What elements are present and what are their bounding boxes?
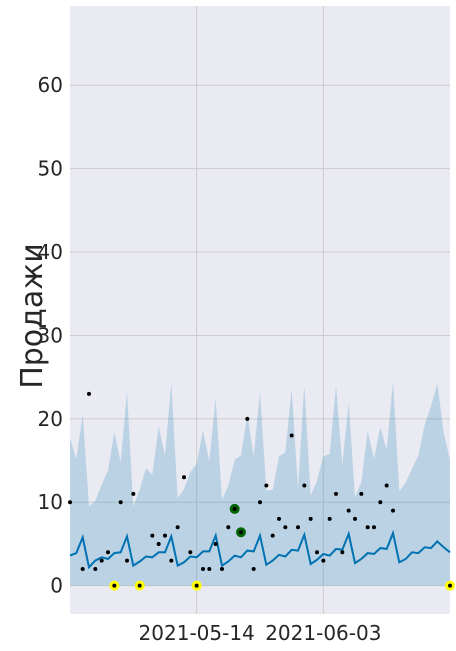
x-tick-label: 2021-06-03 [265,621,381,645]
observed-point [239,530,243,535]
observed-point [372,525,376,530]
y-tick-label: 0 [50,574,63,598]
observed-point [188,550,193,555]
observed-point [163,533,167,538]
observed-point [112,583,117,588]
observed-point [201,566,205,571]
observed-point [93,566,98,571]
observed-point [283,525,288,530]
observed-point [359,491,364,496]
observed-point [289,433,294,438]
observed-point [302,483,307,488]
observed-point [131,491,136,496]
y-tick-label: 50 [38,157,63,181]
observed-point [264,483,269,488]
observed-point [169,558,174,563]
observed-point [448,583,452,588]
forecast-line-path [69,529,451,570]
observed-point [220,566,224,571]
observed-point [207,566,212,571]
observed-point [80,566,85,571]
y-tick-label: 40 [38,240,63,264]
observed-point [232,506,237,511]
observed-point [137,583,142,588]
uncertainty-band-area [70,381,450,586]
observed-point [391,508,395,513]
observed-point [334,491,338,496]
observed-point [213,541,218,546]
observed-point [194,583,199,588]
observed-point [118,500,123,505]
observed-point [156,541,161,546]
forecast-line [69,529,451,570]
observed-point [327,516,332,521]
x-tick-label: 2021-05-14 [139,621,255,645]
observed-point [87,391,91,396]
plot-background [70,6,450,614]
observed-point [353,516,357,521]
observed-point [258,500,262,505]
observed-point [308,516,313,521]
observed-point [226,525,231,530]
observed-point [321,558,326,563]
observed-point [365,525,370,530]
observed-point [150,533,155,538]
x-tick-labels: 2021-05-14 2021-06-03 [139,621,382,645]
observed-point [99,558,104,563]
y-tick-label: 60 [38,73,63,97]
observed-points [68,391,455,591]
observed-point [346,508,351,513]
observed-point [251,566,256,571]
observed-point [315,550,319,555]
observed-point [378,500,383,505]
observed-point [277,516,281,521]
y-tick-label: 30 [38,323,63,347]
y-tick-labels: 0 10 20 30 40 50 60 [38,73,63,597]
observed-point [182,475,186,480]
observed-point [106,550,110,555]
observed-point [340,550,345,555]
y-tick-label: 20 [38,407,63,431]
observed-point [384,483,389,488]
y-axis-label: Продажи [15,243,50,389]
observed-point [125,558,129,563]
observed-point [175,525,180,530]
uncertainty-band [70,381,450,586]
y-tick-label: 10 [38,490,63,514]
observed-point [270,533,275,538]
observed-point [245,416,250,421]
observed-point [68,500,72,505]
observed-point [296,525,300,530]
